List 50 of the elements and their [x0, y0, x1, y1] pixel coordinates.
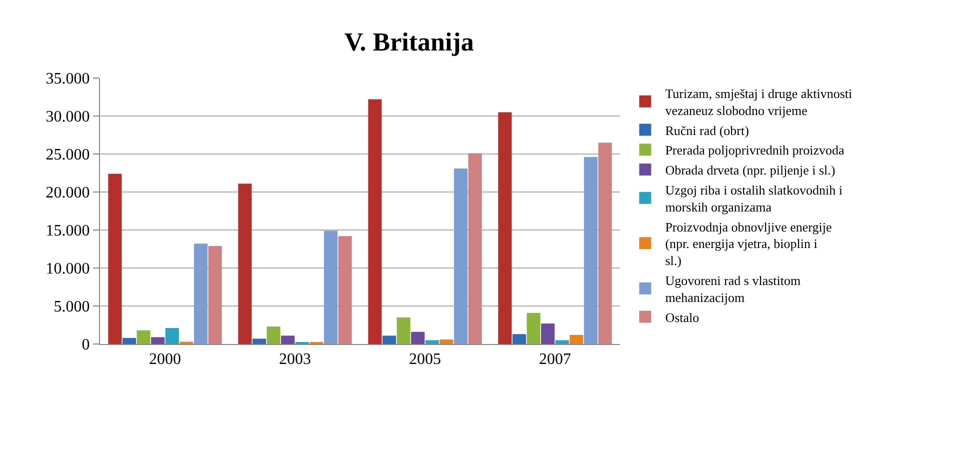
legend-label: Obrada drveta (npr. piljenje i sl.)	[665, 162, 836, 178]
bar	[598, 142, 612, 344]
bar	[526, 312, 540, 344]
x-tick-label: 2005	[409, 351, 441, 368]
bar	[382, 336, 396, 344]
y-tick-label: 30.000	[46, 108, 90, 126]
bar	[425, 340, 439, 344]
bar	[338, 236, 352, 344]
bar	[281, 336, 295, 344]
legend-label: Proizvodnja obnovljive energije (npr. energija vjetra, bioplin i sl.)	[665, 219, 832, 268]
bar	[165, 328, 179, 344]
chart-title: V. Britanija	[344, 27, 474, 56]
legend-label: Ugovoreni rad s vlastitom mehanizacijom	[665, 273, 801, 305]
x-tick-label: 2007	[539, 351, 571, 368]
bar	[541, 323, 555, 344]
y-tick-label: 35.000	[46, 70, 90, 88]
bar	[440, 339, 454, 344]
bar	[266, 326, 280, 344]
x-tick-label: 2003	[279, 351, 311, 368]
y-tick-label: 10.000	[46, 260, 90, 278]
bar	[108, 174, 122, 344]
bar	[411, 332, 425, 344]
bar	[324, 230, 338, 344]
legend-label: Prerada poljoprivrednih proizvoda	[665, 142, 844, 158]
bar	[584, 157, 598, 344]
bar	[252, 338, 266, 344]
y-tick-label: 0	[82, 336, 90, 354]
bar	[512, 334, 526, 344]
bar	[238, 184, 252, 344]
y-tick-label: 15.000	[46, 222, 90, 240]
bar	[468, 153, 482, 344]
legend-label: Ručni rad (obrt)	[665, 122, 749, 138]
legend-label: Ostalo	[665, 310, 700, 325]
bar	[368, 99, 382, 344]
y-tick-label: 25.000	[46, 146, 90, 164]
bar	[194, 244, 208, 344]
bar	[151, 337, 165, 344]
bar	[122, 338, 136, 344]
bar	[498, 112, 512, 344]
bar	[555, 340, 569, 344]
bar	[570, 334, 584, 344]
legend-label: Turizam, smještaj i druge aktivnosti vezaneuz slobodno vrijeme	[665, 86, 853, 118]
bar	[136, 330, 150, 344]
legend-label: Uzgoj riba i ostalih slatkovodnih i morskih organizama	[665, 182, 843, 214]
x-tick-label: 2000	[149, 351, 181, 368]
y-tick-label: 20.000	[46, 184, 90, 202]
bar	[208, 246, 222, 344]
bar	[396, 317, 410, 344]
bar	[454, 168, 468, 344]
y-tick-label: 5.000	[54, 298, 90, 316]
